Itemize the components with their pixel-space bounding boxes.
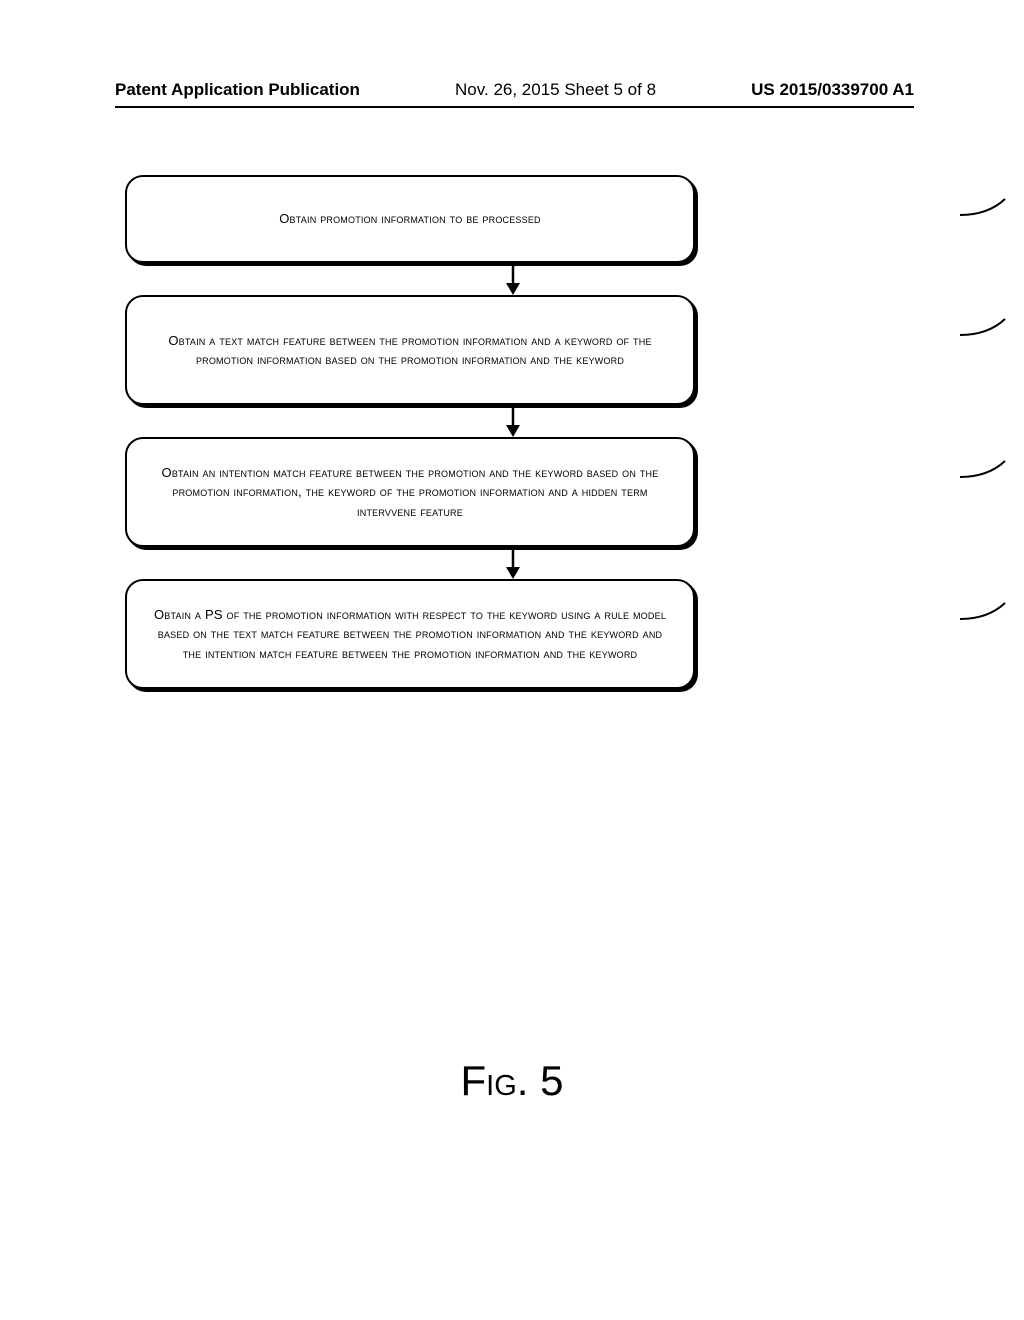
flow-step-callout: 501 — [960, 193, 1024, 223]
arrow-down-icon — [493, 547, 533, 579]
flow-step-box: Obtain promotion information to be proce… — [125, 175, 695, 263]
flow-step: Obtain a PS of the promotion information… — [125, 579, 900, 689]
flowchart: Obtain promotion information to be proce… — [125, 175, 900, 689]
page: Patent Application Publication Nov. 26, … — [0, 0, 1024, 1320]
arrow-down-icon — [493, 263, 533, 295]
flow-step-text: Obtain a text match feature between the … — [153, 331, 667, 370]
flow-step-box: Obtain a text match feature between the … — [125, 295, 695, 405]
arrow-down-icon — [493, 405, 533, 437]
header-date-sheet: Nov. 26, 2015 Sheet 5 of 8 — [455, 80, 656, 100]
flow-step-callout: 502 — [960, 313, 1024, 343]
callout-curve-icon — [960, 313, 1020, 343]
callout-curve-icon — [960, 193, 1020, 223]
callout-curve-icon — [960, 455, 1020, 485]
page-header: Patent Application Publication Nov. 26, … — [0, 80, 1024, 108]
flow-step: Obtain an intention match feature betwee… — [125, 437, 900, 547]
callout-curve-icon — [960, 597, 1020, 627]
flow-step-box: Obtain an intention match feature betwee… — [125, 437, 695, 547]
header-patent-number: US 2015/0339700 A1 — [751, 80, 914, 100]
figure-caption: Fig. 5 — [0, 1057, 1024, 1105]
flow-step-text: Obtain a PS of the promotion information… — [153, 605, 667, 664]
flow-step-box: Obtain a PS of the promotion information… — [125, 579, 695, 689]
flow-step: Obtain a text match feature between the … — [125, 295, 900, 405]
header-row: Patent Application Publication Nov. 26, … — [115, 80, 914, 100]
flow-step-text: Obtain promotion information to be proce… — [279, 209, 541, 229]
header-publication: Patent Application Publication — [115, 80, 360, 100]
flow-step-text: Obtain an intention match feature betwee… — [153, 463, 667, 522]
flow-step-callout: 504 — [960, 597, 1024, 627]
figure-number: 5 — [540, 1057, 563, 1104]
figure-label-prefix: Fig. — [461, 1057, 529, 1104]
header-rule — [115, 106, 914, 108]
flow-step: Obtain promotion information to be proce… — [125, 175, 900, 263]
flow-step-callout: 503 — [960, 455, 1024, 485]
